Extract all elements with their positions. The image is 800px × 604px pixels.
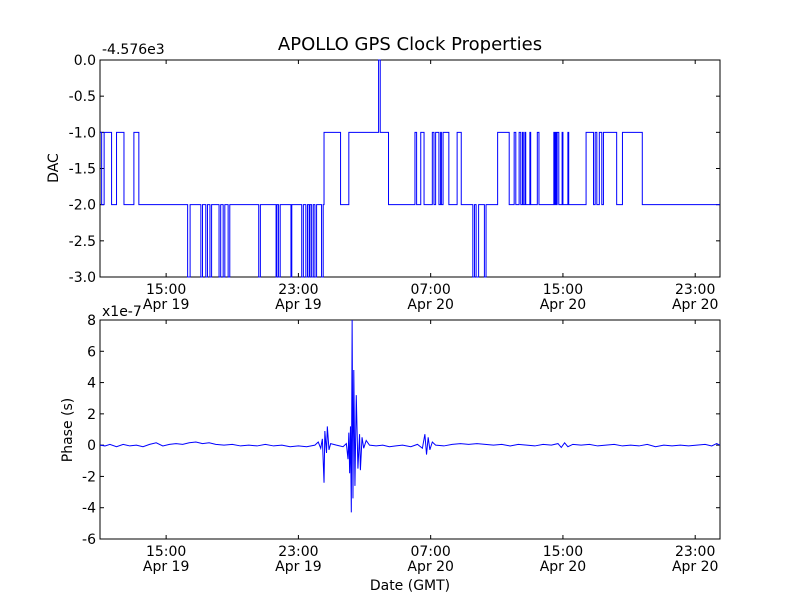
dac-y-tick-label: -2.5 xyxy=(69,234,96,250)
dac-y-tick-label: -3.0 xyxy=(69,270,96,286)
phase-y-ticks: 8 6 4 2 0 -2 -4 -6 xyxy=(82,313,720,548)
phase-x-tick-label-date: Apr 19 xyxy=(275,559,321,575)
dac-x-tick-label-time: 07:00 xyxy=(410,282,450,298)
phase-y-tick-label: 4 xyxy=(87,376,96,392)
phase-x-axis-label: Date (GMT) xyxy=(370,578,450,594)
phase-axes-frame xyxy=(99,319,721,540)
dac-series-line xyxy=(100,59,720,278)
phase-x-tick-label-date: Apr 20 xyxy=(672,559,718,575)
dac-y-tick-label: -0.5 xyxy=(69,89,96,105)
dac-x-tick-label-time: 15:00 xyxy=(543,282,583,298)
dac-x-tick-label-time: 23:00 xyxy=(278,282,318,298)
dac-y-tick-label: 0.0 xyxy=(74,53,96,69)
phase-x-tick-label-date: Apr 20 xyxy=(540,559,586,575)
dac-x-tick-label-date: Apr 20 xyxy=(407,297,453,313)
dac-axes-frame xyxy=(99,59,721,278)
dac-y-tick-label: -2.0 xyxy=(69,198,96,214)
phase-y-tick-label: -4 xyxy=(82,501,96,517)
phase-x-tick-label-date: Apr 19 xyxy=(143,559,189,575)
phase-x-tick-label-time: 15:00 xyxy=(146,544,186,560)
dac-x-tick-label-date: Apr 20 xyxy=(672,297,718,313)
phase-y-tick-label: -2 xyxy=(82,469,96,485)
phase-x-tick-label-time: 15:00 xyxy=(543,544,583,560)
dac-panel: -4.576e3 DAC 0.0 -0.5 -1.0 -1.5 -2.0 -2.5 -3.0… xyxy=(46,42,721,313)
dac-y-ticks: 0.0 -0.5 -1.0 -1.5 -2.0 -2.5 -3.0 xyxy=(69,53,720,286)
dac-x-tick-label-time: 15:00 xyxy=(146,282,186,298)
phase-y-tick-label: -6 xyxy=(82,532,96,548)
dac-x-tick-label-date: Apr 20 xyxy=(540,297,586,313)
dac-y-axis-label: DAC xyxy=(46,153,62,183)
phase-x-tick-label-date: Apr 20 xyxy=(407,559,453,575)
phase-panel: x1e-7 Phase (s) Date (GMT) 8 6 4 2 0 -2 -4 -6 1… xyxy=(60,304,721,594)
dac-y-tick-label: -1.0 xyxy=(69,125,96,141)
phase-y-tick-label: 2 xyxy=(87,407,96,423)
dac-offset-text: -4.576e3 xyxy=(102,42,165,58)
dac-y-tick-label: -1.5 xyxy=(69,162,96,178)
phase-offset-text: x1e-7 xyxy=(102,304,142,320)
phase-x-tick-label-time: 23:00 xyxy=(675,544,715,560)
phase-x-tick-label-time: 07:00 xyxy=(410,544,450,560)
dac-x-tick-label-date: Apr 19 xyxy=(275,297,321,313)
phase-y-tick-label: 0 xyxy=(87,438,96,454)
phase-x-tick-label-time: 23:00 xyxy=(278,544,318,560)
phase-y-tick-label: 6 xyxy=(87,344,96,360)
figure-title: APOLLO GPS Clock Properties xyxy=(278,34,542,55)
dac-x-tick-label-date: Apr 19 xyxy=(143,297,189,313)
phase-y-axis-label: Phase (s) xyxy=(60,398,76,462)
phase-series-line xyxy=(99,319,721,513)
phase-y-tick-label: 8 xyxy=(87,313,96,329)
dac-x-tick-label-time: 23:00 xyxy=(675,282,715,298)
